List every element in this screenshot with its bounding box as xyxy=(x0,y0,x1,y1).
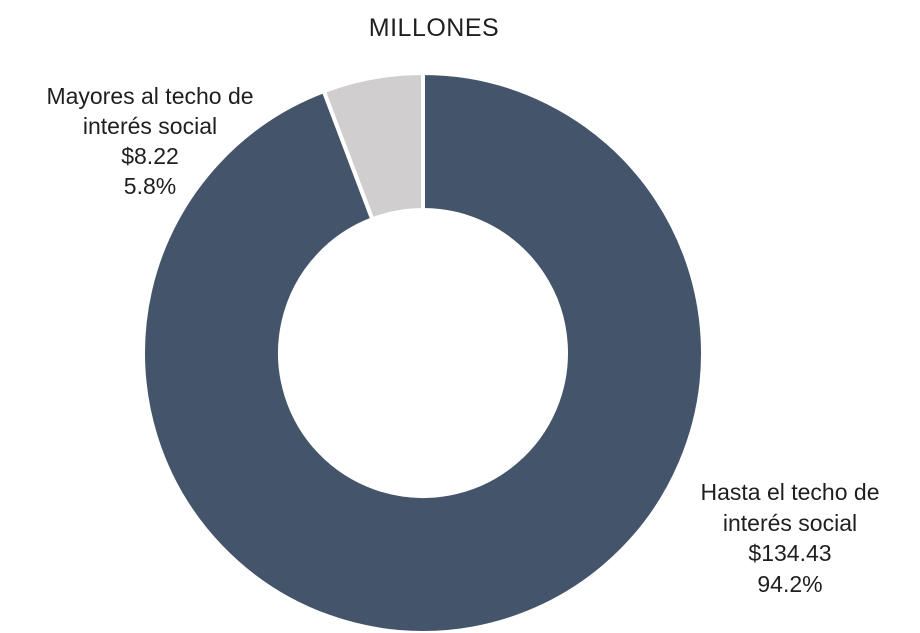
donut-slice-mayores xyxy=(321,70,425,222)
slice-value-hasta: $134.43 xyxy=(748,540,831,566)
slice-percent-hasta: 94.2% xyxy=(757,571,822,597)
slice-label-hasta: Hasta el techo de interés social $134.43… xyxy=(700,479,879,597)
slice-label-mayores: Mayores al techo de interés social $8.22… xyxy=(46,83,253,199)
donut-slices xyxy=(141,70,705,633)
donut-slice-hasta xyxy=(141,70,705,633)
slice-label-mayores-line2: interés social xyxy=(83,113,217,139)
slice-label-hasta-line2: interés social xyxy=(723,510,857,536)
slice-value-mayores: $8.22 xyxy=(121,143,179,169)
chart-title: MILLONES xyxy=(369,14,499,42)
slice-percent-mayores: 5.8% xyxy=(124,173,176,199)
slice-label-hasta-line1: Hasta el techo de xyxy=(700,479,879,505)
slice-label-mayores-line1: Mayores al techo de xyxy=(46,83,253,109)
